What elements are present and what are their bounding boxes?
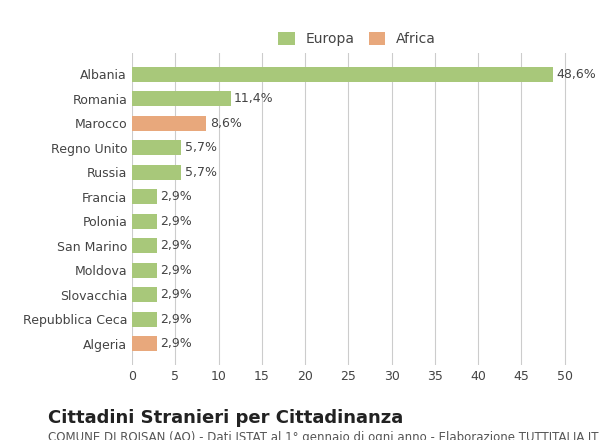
Text: COMUNE DI ROISAN (AO) - Dati ISTAT al 1° gennaio di ogni anno - Elaborazione TUT: COMUNE DI ROISAN (AO) - Dati ISTAT al 1°…: [48, 431, 599, 440]
Bar: [132, 189, 157, 204]
Bar: [132, 214, 157, 229]
Text: 11,4%: 11,4%: [234, 92, 274, 105]
Bar: [132, 92, 230, 106]
Text: 5,7%: 5,7%: [185, 141, 217, 154]
Text: 8,6%: 8,6%: [210, 117, 242, 130]
Bar: [132, 263, 157, 278]
Text: 2,9%: 2,9%: [161, 264, 193, 277]
Bar: [132, 67, 553, 82]
Text: 2,9%: 2,9%: [161, 313, 193, 326]
Text: 2,9%: 2,9%: [161, 215, 193, 228]
Bar: [132, 287, 157, 302]
Text: 5,7%: 5,7%: [185, 166, 217, 179]
Text: Cittadini Stranieri per Cittadinanza: Cittadini Stranieri per Cittadinanza: [48, 409, 403, 427]
Bar: [132, 165, 181, 180]
Bar: [132, 336, 157, 351]
Text: 2,9%: 2,9%: [161, 288, 193, 301]
Text: 2,9%: 2,9%: [161, 337, 193, 350]
Text: 2,9%: 2,9%: [161, 190, 193, 203]
Bar: [132, 116, 206, 131]
Bar: [132, 312, 157, 326]
Bar: [132, 238, 157, 253]
Legend: Europa, Africa: Europa, Africa: [271, 26, 443, 53]
Bar: [132, 140, 181, 155]
Text: 48,6%: 48,6%: [556, 68, 596, 81]
Text: 2,9%: 2,9%: [161, 239, 193, 252]
